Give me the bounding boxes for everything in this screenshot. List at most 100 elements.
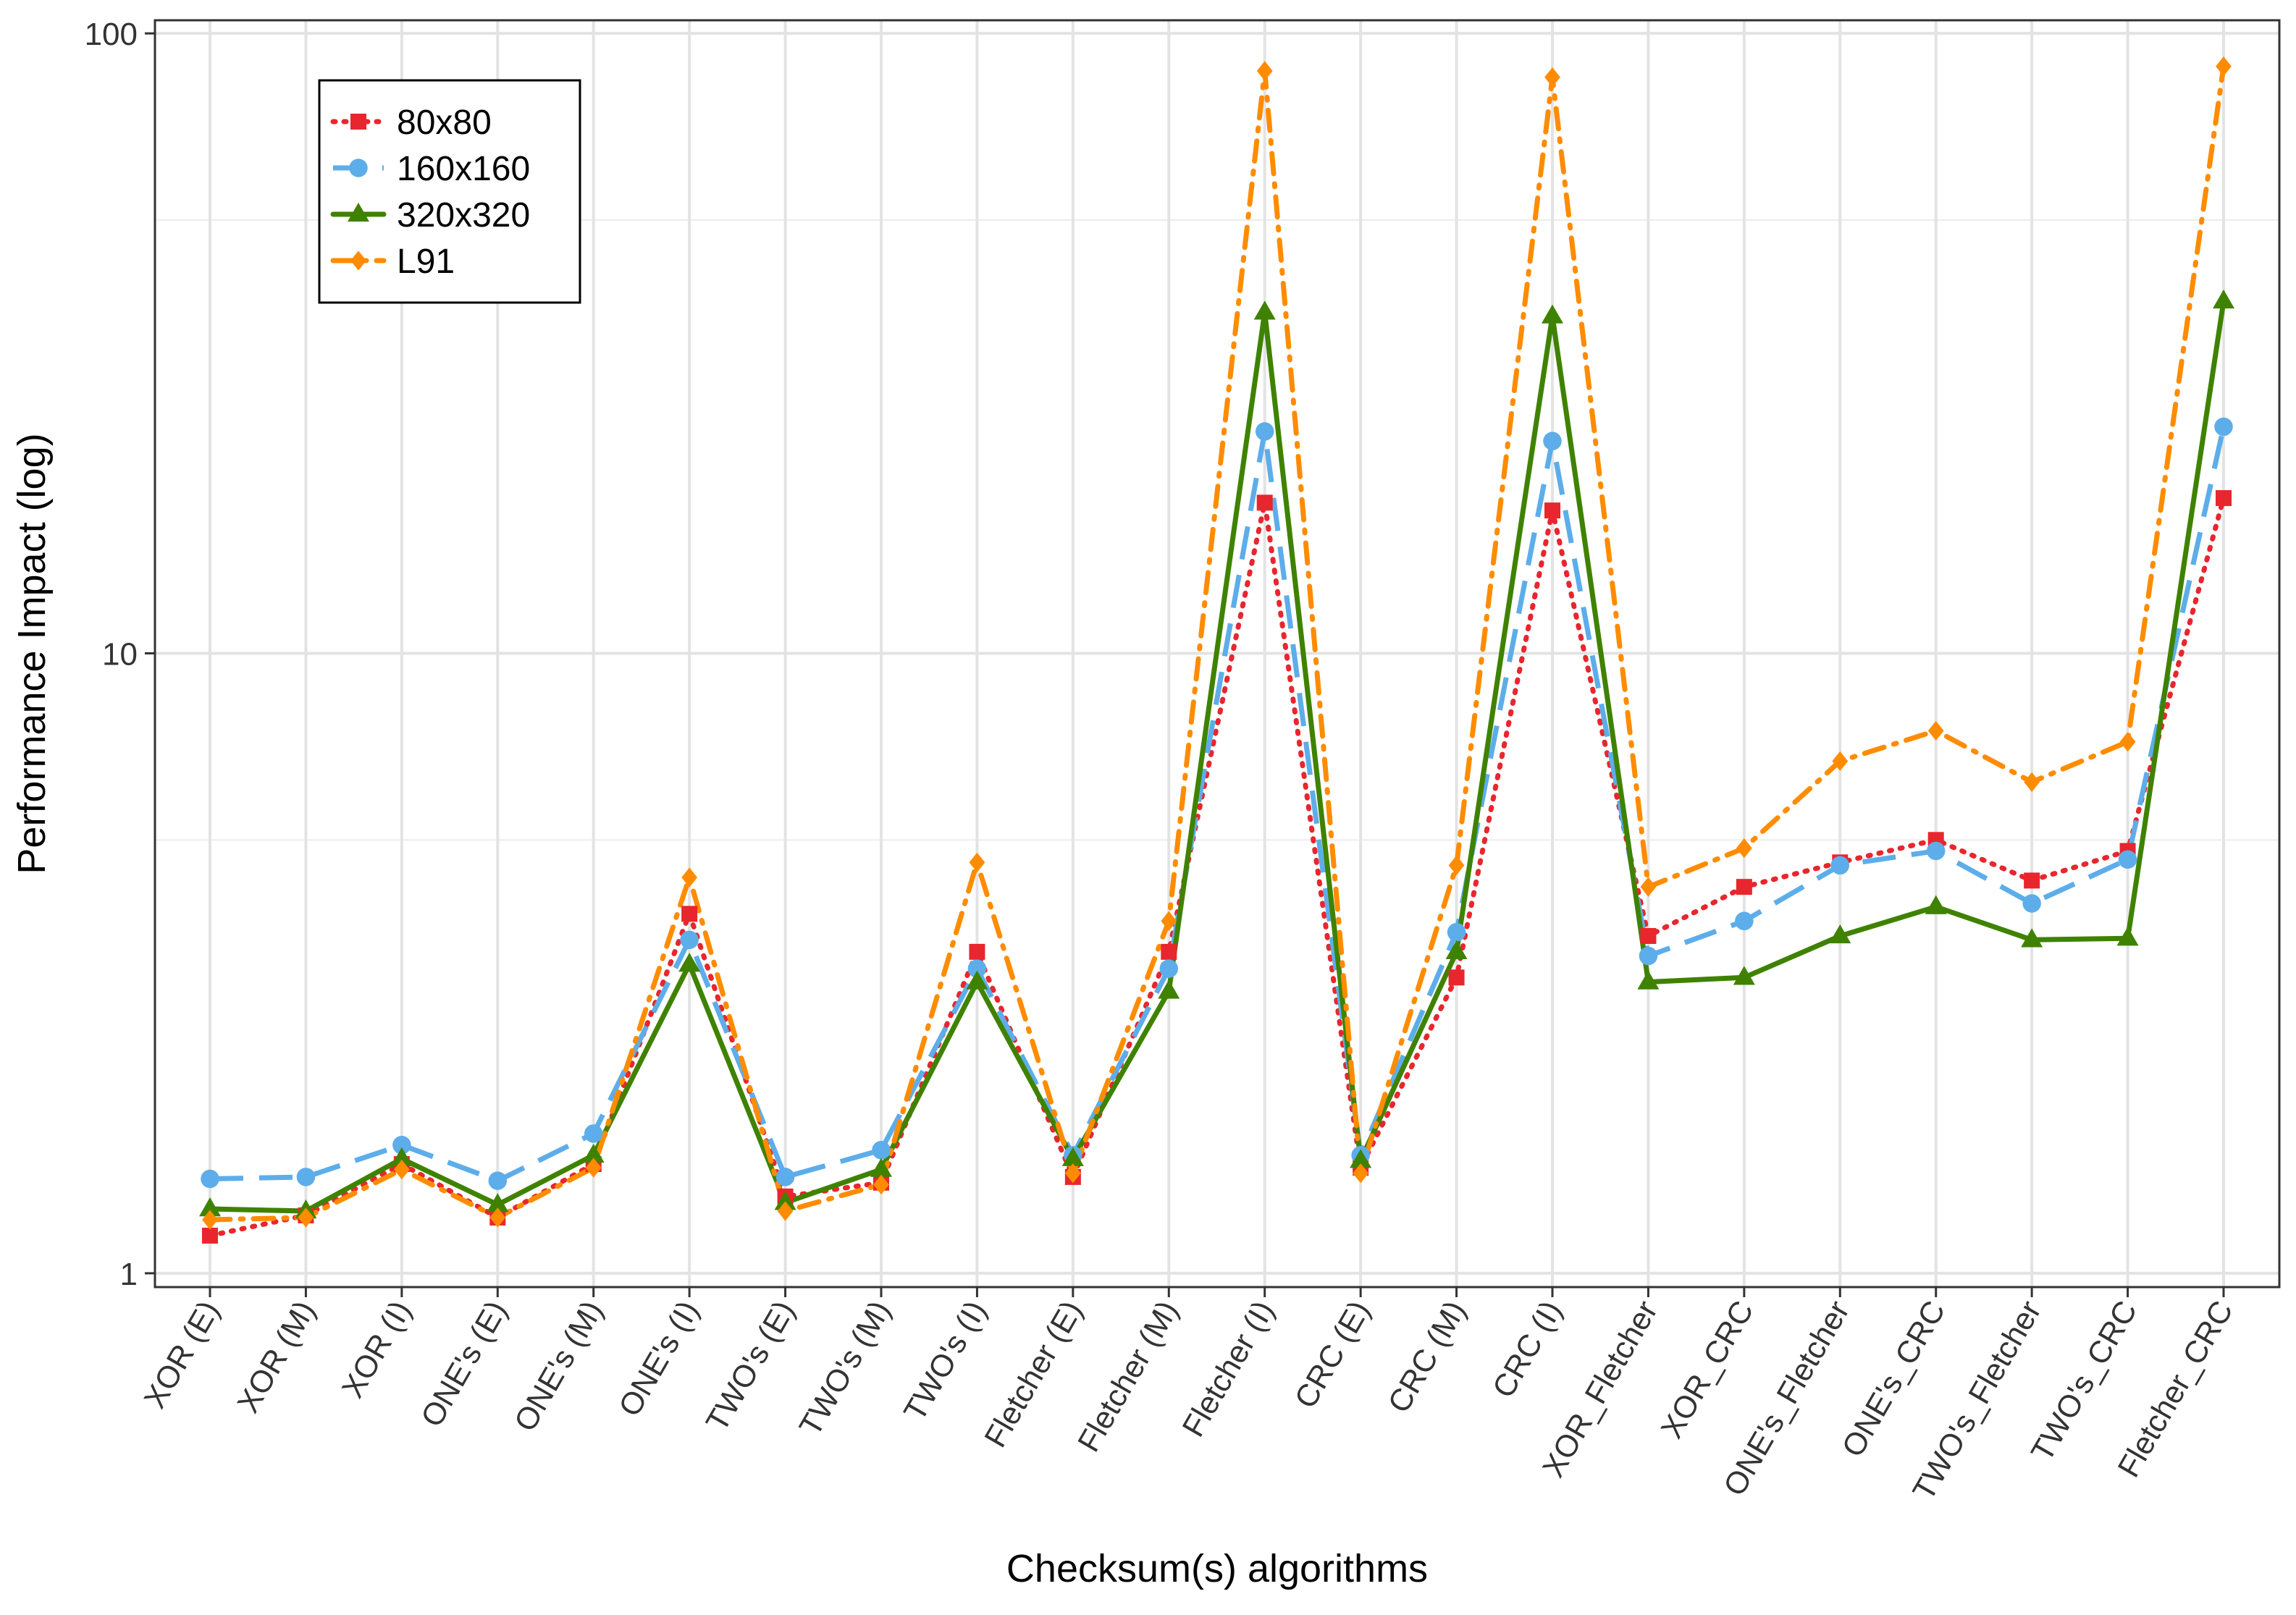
- data-point-L91: [2024, 772, 2040, 792]
- data-point-320x320: [774, 1191, 796, 1210]
- x-tick-label: ONE's (E): [414, 1295, 514, 1433]
- data-point-160x160: [967, 959, 987, 978]
- data-point-320x320: [1829, 924, 1851, 944]
- y-tick-label: 1: [120, 1257, 138, 1292]
- data-point-L91: [298, 1207, 314, 1228]
- x-tick-label: ONE's (I): [613, 1295, 706, 1422]
- y-tick-label: 100: [85, 17, 138, 52]
- legend: 80x80 160x160 320x320 L91: [318, 79, 581, 304]
- data-point-320x320: [1733, 966, 1755, 985]
- data-point-320x320: [487, 1193, 509, 1213]
- x-axis: XOR (E) XOR (M) XOR (I)ONE's (E)ONE's (M) O…: [138, 1287, 2240, 1506]
- data-point-320x320: [390, 1147, 413, 1166]
- data-point-L91: [1832, 751, 1849, 772]
- data-point-160x160: [1543, 431, 1562, 451]
- x-tick-label: XOR (E): [138, 1295, 227, 1414]
- data-point-L91: [1256, 61, 1273, 81]
- data-point-160x160: [1735, 911, 1754, 931]
- legend-key-marker: [350, 114, 366, 130]
- series-lines: [207, 64, 2226, 1239]
- data-point-L91: [1640, 877, 1657, 897]
- x-tick-label: Fletcher (I): [1176, 1295, 1282, 1443]
- data-point-160x160: [201, 1169, 219, 1189]
- data-point-L91: [1736, 838, 1752, 859]
- data-point-L91: [1161, 911, 1177, 931]
- data-point-80x80: [2024, 872, 2040, 889]
- legend-label: 320x320: [397, 196, 530, 235]
- data-point-160x160: [1830, 856, 1850, 875]
- data-point-320x320: [1350, 1149, 1372, 1168]
- data-point-80x80: [1256, 494, 1273, 511]
- data-point-320x320: [1253, 300, 1276, 320]
- data-point-320x320: [678, 953, 701, 972]
- data-point-160x160: [1159, 959, 1179, 978]
- x-axis-title: Checksum(s) algorithms: [1006, 1547, 1428, 1590]
- x-tick-label: ONE's (M): [508, 1295, 610, 1438]
- data-point-160x160: [680, 930, 699, 950]
- series-line-160x160: [209, 426, 2226, 1184]
- data-point-160x160: [1639, 946, 1658, 966]
- data-point-L91: [1544, 67, 1560, 88]
- data-point-160x160: [2214, 417, 2233, 437]
- data-point-80x80: [1448, 969, 1465, 986]
- data-point-L91: [1353, 1163, 1369, 1184]
- data-point-320x320: [1061, 1147, 1084, 1166]
- y-tick-label: 10: [102, 637, 138, 672]
- data-point-80x80: [1544, 502, 1560, 519]
- data-point-L91: [777, 1201, 794, 1221]
- data-point-160x160: [872, 1141, 891, 1160]
- data-point-L91: [2216, 56, 2232, 77]
- data-point-320x320: [2021, 928, 2043, 948]
- data-point-320x320: [1925, 895, 1947, 914]
- x-tick-label: CRC (I): [1486, 1295, 1568, 1404]
- data-point-L91: [969, 852, 985, 872]
- x-tick-label: XOR_CRC: [1654, 1295, 1761, 1444]
- data-point-320x320: [870, 1158, 893, 1177]
- data-point-320x320: [582, 1143, 605, 1163]
- x-tick-label: ONE's_CRC: [1835, 1295, 1953, 1463]
- data-point-160x160: [488, 1171, 508, 1190]
- data-point-L91: [1064, 1163, 1081, 1184]
- x-tick-label: Fletcher (E): [978, 1295, 1090, 1454]
- legend-label: L91: [397, 243, 455, 281]
- data-point-80x80: [1736, 879, 1752, 895]
- data-point-80x80: [1161, 943, 1177, 960]
- data-point-160x160: [1447, 922, 1466, 942]
- data-point-L91: [1448, 855, 1465, 876]
- data-point-L91: [393, 1159, 410, 1180]
- legend-label: 80x80: [397, 104, 492, 142]
- data-point-320x320: [1541, 304, 1564, 324]
- x-tick-label: CRC (E): [1288, 1295, 1377, 1414]
- data-point-L91: [1927, 720, 1944, 741]
- data-point-L91: [489, 1207, 506, 1228]
- data-point-160x160: [2022, 894, 2041, 913]
- data-point-80x80: [2216, 490, 2232, 507]
- data-point-320x320: [966, 970, 988, 990]
- legend-key-marker: [347, 203, 370, 222]
- legend-label: 160x160: [397, 150, 530, 188]
- data-point-L91: [202, 1210, 218, 1230]
- legend-key-marker: [349, 159, 368, 177]
- data-point-320x320: [1637, 970, 1660, 990]
- data-point-160x160: [392, 1136, 411, 1155]
- data-point-160x160: [1255, 422, 1274, 441]
- data-point-320x320: [1445, 940, 1468, 960]
- data-point-L91: [585, 1158, 602, 1178]
- x-tick-label: TWO's (M): [793, 1295, 898, 1442]
- y-axis-title: Performance Impact (log): [10, 433, 54, 874]
- data-point-L91: [681, 867, 698, 887]
- legend-key-marker: [350, 250, 366, 271]
- y-axis: 1 10 100: [85, 17, 155, 1292]
- data-point-160x160: [296, 1168, 316, 1186]
- series-line-320x320: [207, 298, 2226, 1214]
- data-point-80x80: [202, 1227, 218, 1244]
- x-tick-label: CRC (M): [1382, 1295, 1473, 1419]
- x-tick-label: Fletcher (M): [1072, 1295, 1185, 1458]
- x-tick-label: XOR (I): [335, 1295, 418, 1404]
- series-markers: [198, 56, 2235, 1244]
- data-point-320x320: [198, 1197, 222, 1217]
- data-point-160x160: [775, 1168, 795, 1186]
- data-point-L91: [2119, 732, 2136, 752]
- data-point-160x160: [1926, 841, 1946, 861]
- data-point-160x160: [584, 1124, 603, 1143]
